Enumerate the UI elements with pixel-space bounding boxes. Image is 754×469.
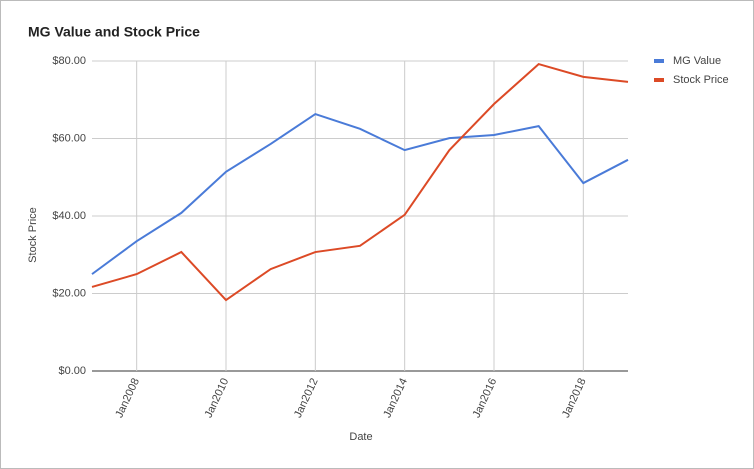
y-tick-label: $60.00 [52,132,86,144]
legend-swatch [654,59,664,63]
chart-title: MG Value and Stock Price [28,24,200,40]
series-line [91,62,629,302]
series-line [91,112,629,275]
x-axis-label: Date [349,431,372,443]
y-tick-label: $80.00 [52,55,86,67]
y-tick-label: $40.00 [52,210,86,222]
y-axis-label: Stock Price [27,207,39,263]
y-tick-label: $20.00 [52,287,86,299]
legend-swatch [654,78,664,82]
legend-label: MG Value [673,55,721,67]
legend-label: Stock Price [673,74,729,86]
y-tick-label: $0.00 [58,365,86,377]
